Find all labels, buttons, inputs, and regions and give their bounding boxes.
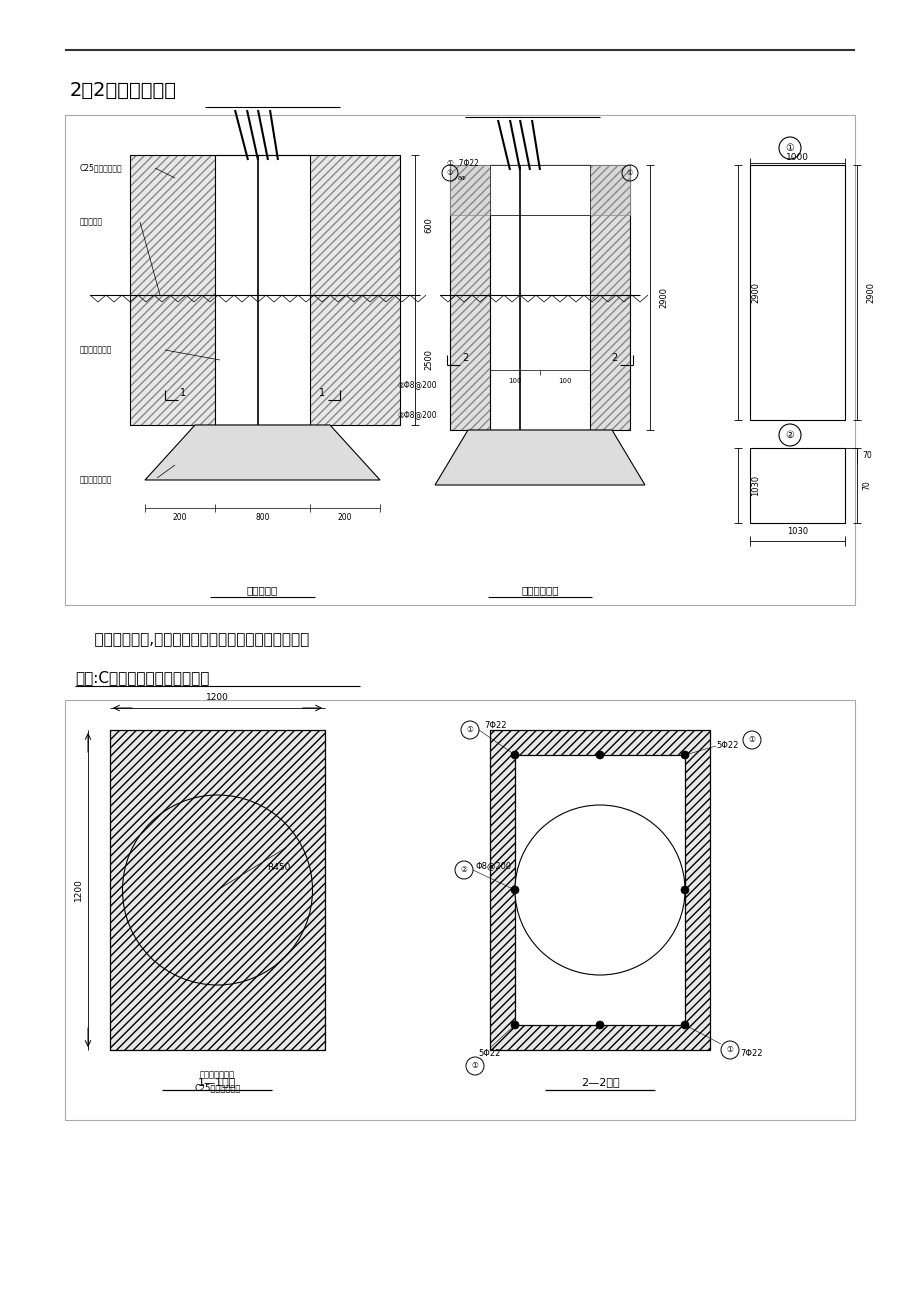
Bar: [449, 165, 630, 215]
Text: ②: ②: [785, 430, 793, 440]
Bar: [749, 448, 844, 523]
Text: 5Φ22: 5Φ22: [715, 742, 738, 750]
Bar: [65, 700, 854, 1120]
Bar: [110, 730, 324, 1049]
Circle shape: [510, 751, 518, 759]
Polygon shape: [145, 424, 380, 480]
Text: ①: ①: [748, 736, 754, 745]
Text: 200: 200: [337, 513, 352, 522]
Text: 1—1断面: 1—1断面: [199, 1077, 236, 1087]
Bar: [110, 730, 324, 1049]
Circle shape: [510, 1021, 518, 1029]
Text: ②Φ8@200: ②Φ8@200: [397, 410, 437, 419]
Bar: [490, 165, 589, 430]
Text: 已安装地脚螺栓: 已安装地脚螺栓: [80, 345, 112, 354]
Text: 800: 800: [255, 513, 269, 522]
Circle shape: [515, 805, 685, 975]
Circle shape: [680, 885, 688, 894]
Text: C25钢筋砼加固罩: C25钢筋砼加固罩: [80, 164, 122, 172]
Text: Φ8@200: Φ8@200: [475, 862, 512, 871]
Bar: [130, 155, 215, 424]
Bar: [130, 155, 400, 424]
Text: 70: 70: [861, 450, 871, 460]
Bar: [65, 115, 854, 605]
Bar: [449, 165, 630, 430]
Text: ①: ①: [626, 171, 632, 176]
Text: ②Φ8@200: ②Φ8@200: [397, 380, 437, 389]
Text: 7Φ22: 7Φ22: [483, 721, 506, 730]
Text: 2。2基础加固要求: 2。2基础加固要求: [70, 81, 176, 99]
Text: ①: ①: [471, 1061, 478, 1070]
Text: 2: 2: [611, 353, 618, 363]
Text: ①: ①: [466, 725, 473, 734]
Text: 2: 2: [461, 353, 468, 363]
Text: ①: ①: [726, 1046, 732, 1055]
Text: 1000: 1000: [785, 154, 808, 163]
Bar: [490, 730, 709, 1049]
Circle shape: [680, 1021, 688, 1029]
Text: 2900: 2900: [659, 286, 668, 309]
Text: 1200: 1200: [206, 694, 229, 703]
Text: 2900: 2900: [751, 283, 760, 303]
Bar: [749, 165, 844, 421]
Text: 已浇筑捣拍基础: 已浇筑捣拍基础: [80, 475, 112, 484]
Text: 5Φ22: 5Φ22: [478, 1049, 501, 1059]
Bar: [310, 155, 400, 424]
Text: 70: 70: [862, 480, 870, 491]
Circle shape: [680, 751, 688, 759]
Bar: [515, 755, 685, 1025]
Bar: [215, 155, 310, 424]
Text: 1030: 1030: [751, 475, 760, 496]
Text: 1: 1: [319, 388, 324, 398]
Polygon shape: [435, 430, 644, 486]
Text: 图一:C２５钢筋砼加固罩机构图: 图一:C２５钢筋砼加固罩机构图: [75, 671, 210, 685]
Bar: [449, 165, 630, 430]
Text: 基础立面配筋: 基础立面配筋: [521, 585, 558, 595]
Bar: [490, 165, 589, 215]
Text: 已浇筑捣拍基础: 已浇筑捣拍基础: [199, 1070, 234, 1079]
Text: 8Φ: 8Φ: [458, 176, 466, 181]
Text: 基础正面图: 基础正面图: [246, 585, 278, 595]
Text: ①: ①: [447, 171, 453, 176]
Text: 2—2断面: 2—2断面: [580, 1077, 618, 1087]
Text: ①: ①: [785, 143, 793, 154]
Circle shape: [596, 751, 604, 759]
Text: 1030: 1030: [786, 527, 807, 536]
Text: 200: 200: [173, 513, 187, 522]
Circle shape: [510, 885, 518, 894]
Text: 2500: 2500: [424, 349, 433, 371]
Text: 1: 1: [180, 388, 186, 398]
Circle shape: [596, 1021, 604, 1029]
Text: 厚始地面线: 厚始地面线: [80, 217, 103, 227]
Text: R450: R450: [267, 863, 290, 872]
Text: 100: 100: [558, 378, 571, 384]
Text: 2900: 2900: [866, 283, 875, 303]
Text: 600: 600: [424, 217, 433, 233]
Text: 1200: 1200: [74, 879, 83, 901]
Text: 100: 100: [507, 378, 521, 384]
Text: ①  7Φ22: ① 7Φ22: [447, 159, 479, 168]
Bar: [490, 730, 709, 1049]
Text: 7Φ22: 7Φ22: [739, 1049, 762, 1059]
Text: ②: ②: [460, 866, 467, 875]
Text: C25钢筋砼加固罩: C25钢筋砼加固罩: [194, 1083, 241, 1092]
Text: 根据设计要求,加固方式如下图所示（图一、图二）：: 根据设计要求,加固方式如下图所示（图一、图二）：: [75, 633, 309, 647]
